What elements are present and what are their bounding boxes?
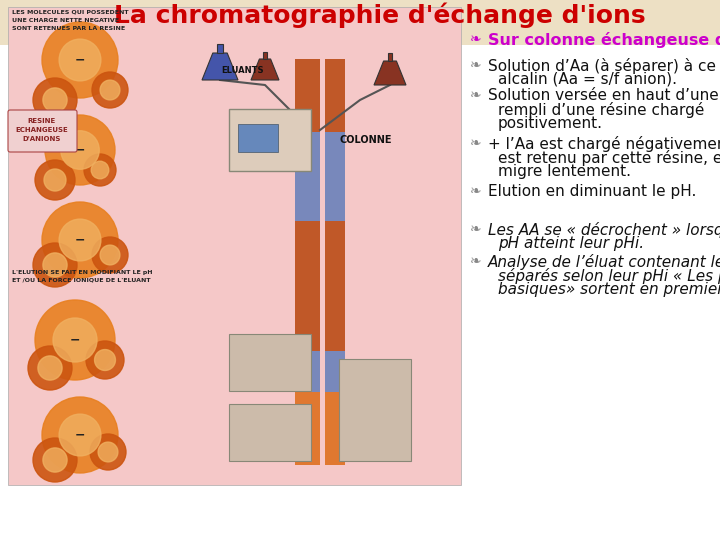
FancyBboxPatch shape <box>8 7 461 485</box>
Circle shape <box>33 78 77 122</box>
Circle shape <box>38 356 62 380</box>
Text: pH atteint leur pHi.: pH atteint leur pHi. <box>498 236 644 251</box>
Text: ECHANGEUSE: ECHANGEUSE <box>16 127 68 133</box>
Text: Solution versée en haut d’une colonne: Solution versée en haut d’une colonne <box>488 88 720 103</box>
FancyBboxPatch shape <box>238 124 278 152</box>
FancyBboxPatch shape <box>0 0 720 45</box>
Bar <box>263 52 267 59</box>
Circle shape <box>59 39 101 81</box>
Circle shape <box>42 397 118 473</box>
Bar <box>217 44 222 53</box>
Text: est retenu par cette résine, et + il: est retenu par cette résine, et + il <box>498 150 720 166</box>
FancyBboxPatch shape <box>8 110 77 152</box>
Circle shape <box>91 161 109 179</box>
Text: basiques» sortent en premier: basiques» sortent en premier <box>498 282 720 297</box>
Text: D'ANIONS: D'ANIONS <box>23 136 61 142</box>
Text: ❧: ❧ <box>470 254 482 268</box>
FancyBboxPatch shape <box>229 334 311 391</box>
Circle shape <box>43 253 67 277</box>
Text: UNE CHARGE NETTE NEGATIVE: UNE CHARGE NETTE NEGATIVE <box>12 18 119 23</box>
Text: RESINE: RESINE <box>28 118 56 124</box>
Text: ❧: ❧ <box>470 88 482 102</box>
Circle shape <box>35 300 115 380</box>
Circle shape <box>94 349 115 370</box>
Text: L'ELUTION SE FAIT EN MODIFIANT LE pH: L'ELUTION SE FAIT EN MODIFIANT LE pH <box>12 270 153 275</box>
Circle shape <box>98 442 118 462</box>
Circle shape <box>59 414 101 456</box>
Text: COLONNE: COLONNE <box>340 135 392 145</box>
Circle shape <box>44 169 66 191</box>
Circle shape <box>92 72 128 108</box>
Bar <box>295 262 320 351</box>
Bar <box>325 392 345 465</box>
Circle shape <box>42 22 118 98</box>
Text: −: − <box>70 334 80 347</box>
Bar <box>295 351 320 392</box>
Text: séparés selon leur pHi « Les plus: séparés selon leur pHi « Les plus <box>498 268 720 284</box>
Circle shape <box>60 131 99 169</box>
Text: La chromatographie d'échange d'ions: La chromatographie d'échange d'ions <box>114 2 646 28</box>
Bar <box>295 221 320 262</box>
Text: ❧: ❧ <box>470 222 482 236</box>
Bar <box>387 53 392 61</box>
Text: Les AA se « décrochent » lorsque le: Les AA se « décrochent » lorsque le <box>488 222 720 238</box>
Circle shape <box>100 245 120 265</box>
Circle shape <box>84 154 116 186</box>
Text: ❧: ❧ <box>470 58 482 72</box>
Circle shape <box>45 115 115 185</box>
Polygon shape <box>202 53 238 80</box>
Bar <box>325 221 345 262</box>
Text: + l’Aa est chargé négativement, + il: + l’Aa est chargé négativement, + il <box>488 136 720 152</box>
Bar <box>295 392 320 465</box>
Text: −: − <box>75 233 85 246</box>
Text: −: − <box>75 429 85 442</box>
Text: Analyse de l’éluat contenant les AA: Analyse de l’éluat contenant les AA <box>488 254 720 270</box>
Circle shape <box>53 318 97 362</box>
Text: ❧: ❧ <box>470 32 482 46</box>
Text: ELUANTS: ELUANTS <box>222 66 264 75</box>
Text: ❧: ❧ <box>470 136 482 150</box>
Text: ET /OU LA FORCE IONIQUE DE L'ELUANT: ET /OU LA FORCE IONIQUE DE L'ELUANT <box>12 278 150 283</box>
Bar <box>325 351 345 392</box>
Circle shape <box>100 80 120 100</box>
Text: migre lentement.: migre lentement. <box>498 164 631 179</box>
Text: positivement.: positivement. <box>498 116 603 131</box>
Circle shape <box>28 346 72 390</box>
Polygon shape <box>251 59 279 80</box>
Circle shape <box>59 219 101 261</box>
Circle shape <box>35 160 75 200</box>
Text: SONT RETENUES PAR LA RESINE: SONT RETENUES PAR LA RESINE <box>12 26 125 31</box>
Text: −: − <box>75 144 85 157</box>
Text: alcalin (Aa = s/f anion).: alcalin (Aa = s/f anion). <box>498 72 677 87</box>
FancyBboxPatch shape <box>229 404 311 461</box>
Text: −: − <box>75 53 85 66</box>
Circle shape <box>33 438 77 482</box>
Bar <box>325 262 345 351</box>
Bar <box>295 59 320 132</box>
Bar <box>295 132 320 221</box>
Text: rempli d’une résine chargé: rempli d’une résine chargé <box>498 102 704 118</box>
Circle shape <box>43 448 67 472</box>
Circle shape <box>92 237 128 273</box>
FancyBboxPatch shape <box>229 109 311 171</box>
Text: Elution en diminuant le pH.: Elution en diminuant le pH. <box>488 184 696 199</box>
Circle shape <box>42 202 118 278</box>
Bar <box>325 132 345 221</box>
Text: LES MOLECULES QUI POSSEDENT: LES MOLECULES QUI POSSEDENT <box>12 10 128 15</box>
Polygon shape <box>374 61 406 85</box>
Bar <box>325 59 345 132</box>
Text: Sur colonne échangeuse d’anion: Sur colonne échangeuse d’anion <box>488 32 720 48</box>
Circle shape <box>43 88 67 112</box>
Text: Solution d’Aa (à séparer) à ce PH: Solution d’Aa (à séparer) à ce PH <box>488 58 720 74</box>
Circle shape <box>33 243 77 287</box>
Text: ❧: ❧ <box>470 184 482 198</box>
Circle shape <box>86 341 124 379</box>
FancyBboxPatch shape <box>339 359 411 461</box>
Circle shape <box>90 434 126 470</box>
